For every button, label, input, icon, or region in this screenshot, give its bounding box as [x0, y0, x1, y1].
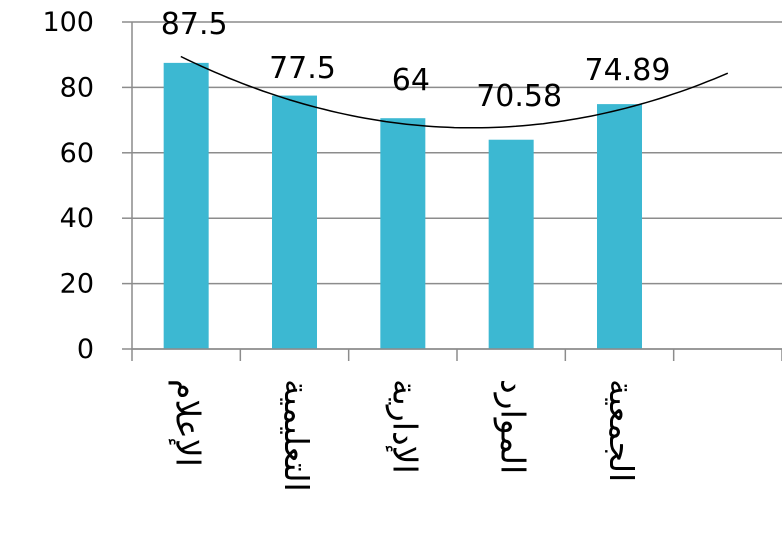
data-labels: 87.5 77.5 64 70.58 74.89	[161, 7, 671, 114]
y-tick-label: 60	[60, 138, 94, 169]
data-label: 64	[392, 63, 430, 98]
category-label: الموارد	[494, 379, 533, 474]
y-tick-label: 100	[42, 7, 94, 38]
bar	[597, 104, 642, 349]
bar	[163, 62, 209, 349]
y-tick-label: 40	[60, 203, 94, 234]
y-tick-label: 20	[60, 269, 94, 300]
gridlines	[122, 21, 782, 350]
data-label: 87.5	[161, 7, 228, 42]
data-label: 74.89	[585, 53, 671, 88]
category-labels: الإعلام التعليمية الإدارية الموارد الجمعية	[169, 379, 641, 492]
category-label: الإعلام	[169, 379, 208, 467]
y-tick-label: 80	[60, 72, 94, 103]
data-label: 77.5	[269, 51, 336, 86]
bar	[380, 118, 426, 349]
trendline	[180, 55, 729, 129]
category-label: الجمعية	[602, 379, 641, 482]
category-label: الإدارية	[385, 379, 424, 474]
y-tick-label: 0	[77, 334, 94, 365]
y-axis-tick-labels: 0 20 40 60 80 100	[42, 7, 94, 365]
bar	[272, 95, 317, 349]
category-label: التعليمية	[277, 379, 316, 492]
data-label: 70.58	[476, 79, 562, 114]
x-axis	[131, 348, 782, 361]
bar	[488, 139, 534, 349]
bars	[163, 62, 642, 349]
